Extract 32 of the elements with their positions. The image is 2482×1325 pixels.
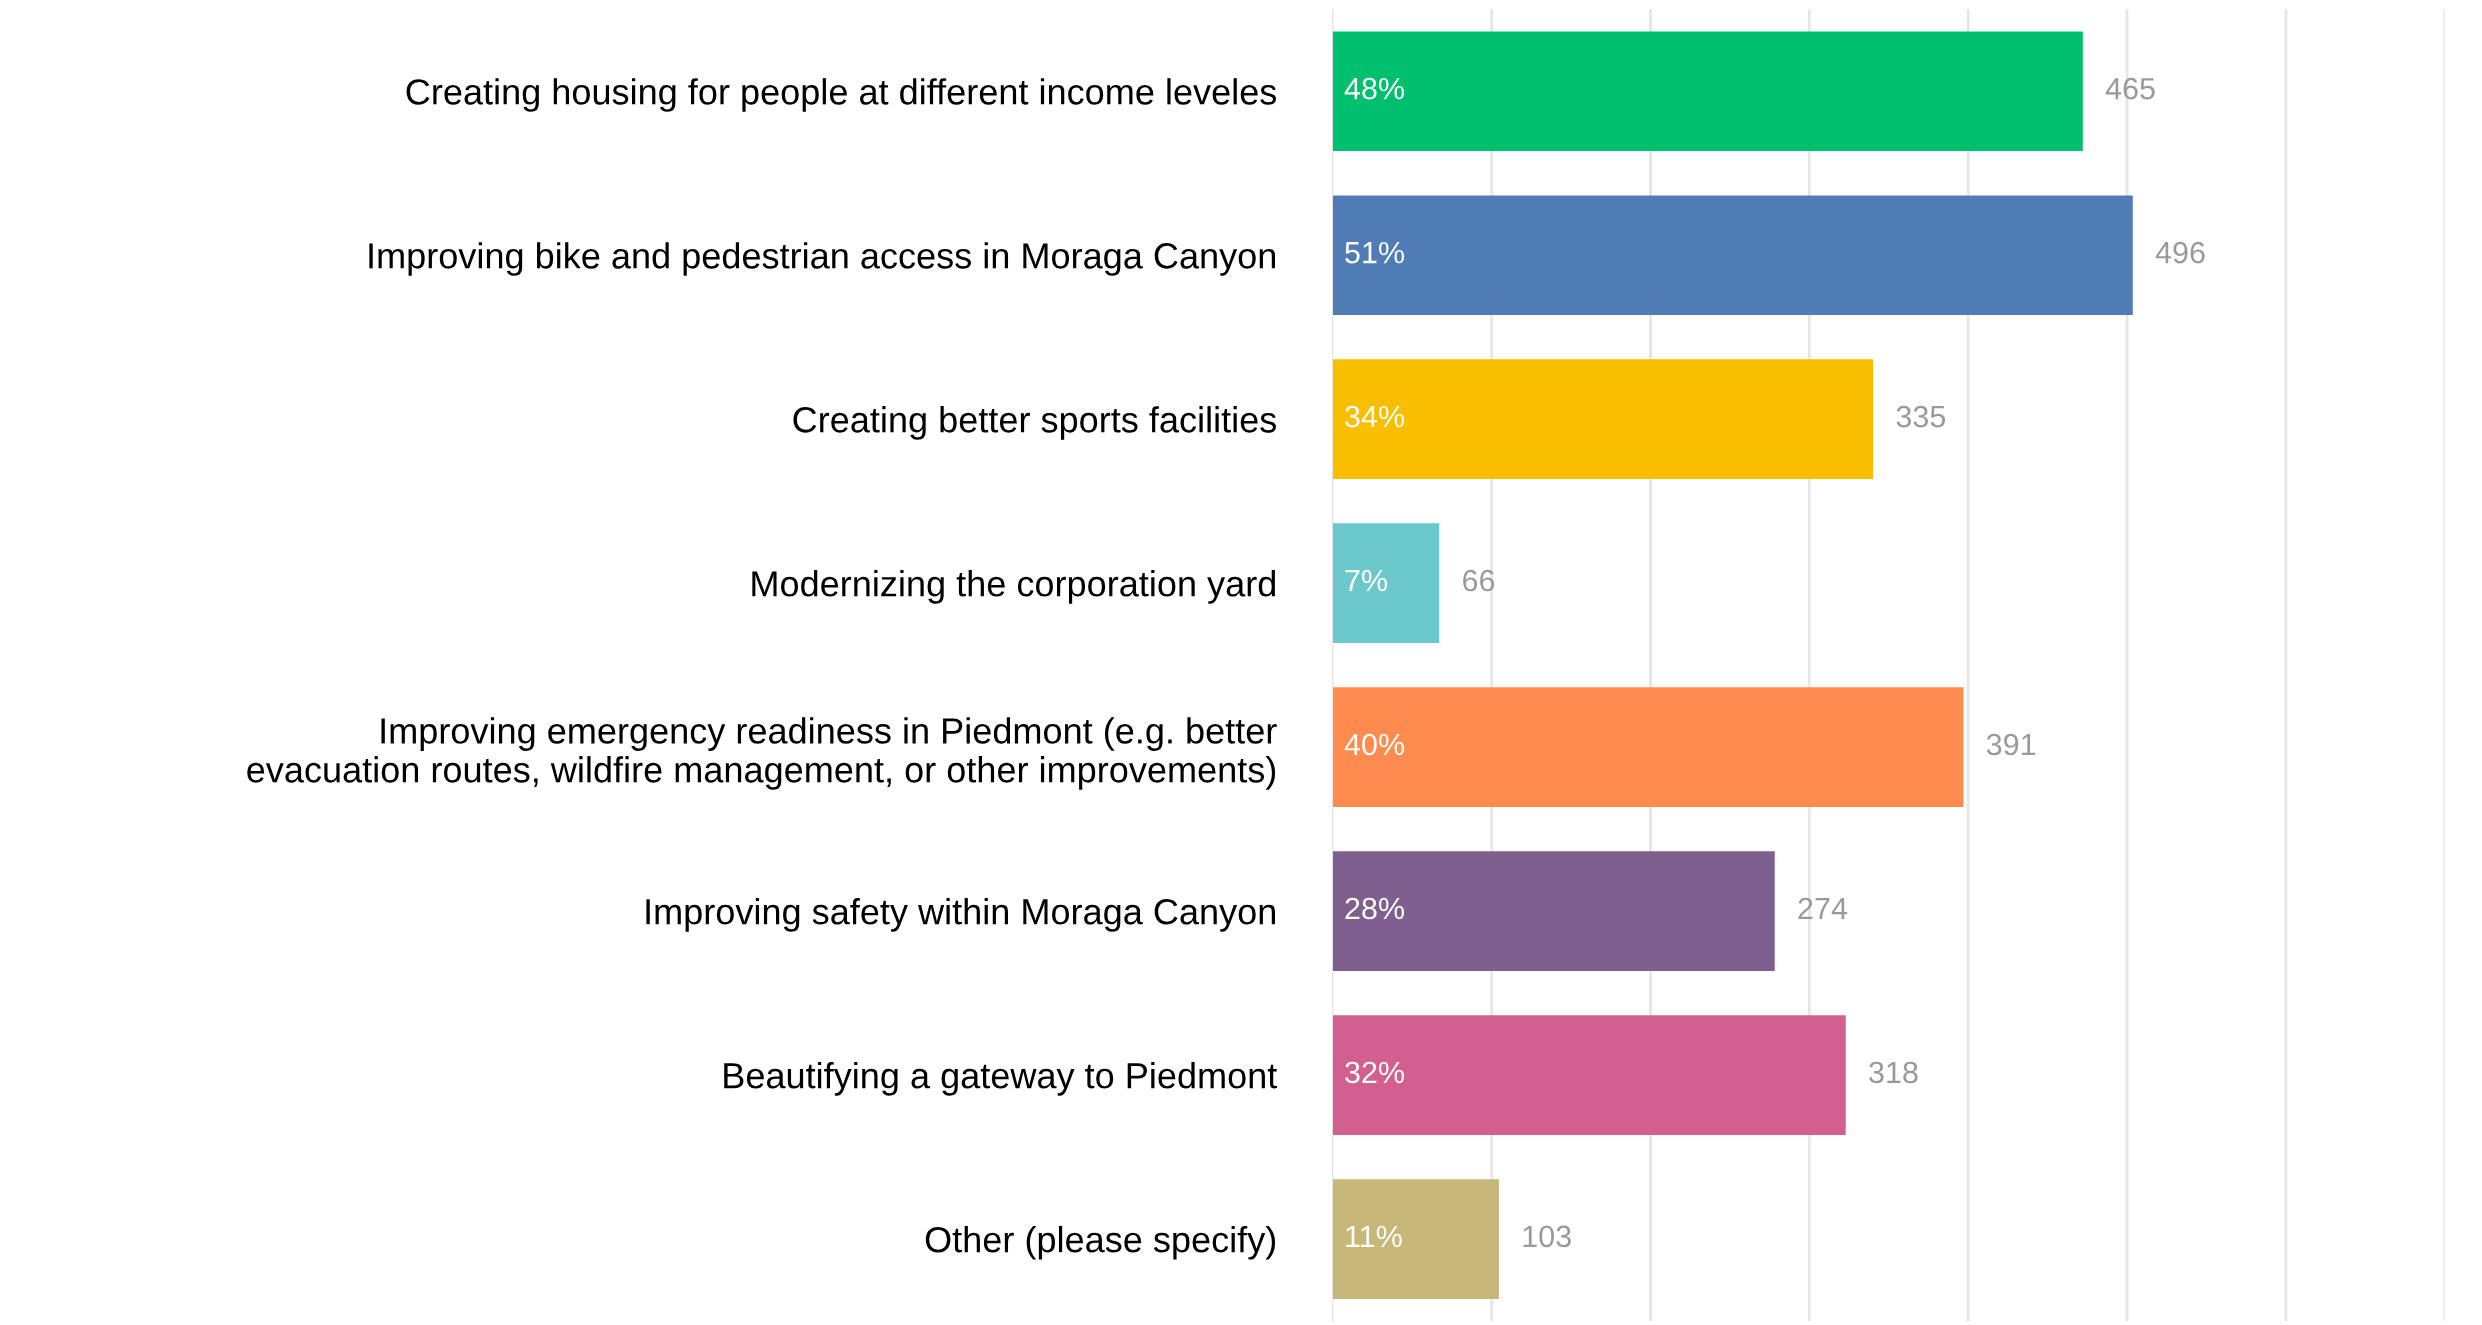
annotation: 48% [1344, 77, 1405, 100]
annotation: 34% [1345, 405, 1405, 428]
y-tick-label: Creating better sports facilities [793, 406, 1276, 440]
y-tick-label: Improving emergency readiness in Piedmont (e.g. better evacuation routes, wildfire management, or other improvements) [247, 717, 1277, 790]
y-tick-label: Improving safety within Moraga Canyon [646, 898, 1275, 932]
data-label: 66 [1463, 569, 1495, 592]
annotation: 32% [1345, 1061, 1405, 1084]
bar [1332, 31, 2083, 152]
bar [1332, 195, 2133, 316]
data-label: 496 [2155, 241, 2205, 264]
annotation: 28% [1345, 897, 1405, 920]
y-tick-label: Other (please specify) [925, 1225, 1276, 1260]
data-label: 274 [1798, 897, 1848, 919]
bar [1332, 1015, 1846, 1135]
annotation: 51% [1345, 241, 1405, 264]
bar [1332, 523, 1440, 644]
data-label: 465 [2105, 77, 2155, 100]
data-label: 318 [1869, 1061, 1918, 1084]
y-tick-label: Improving bike and pedestrian access in Moraga Canyon [369, 242, 1275, 276]
data-label: 335 [1896, 405, 1946, 428]
annotation: 40% [1344, 733, 1405, 756]
bar [1332, 687, 1964, 807]
bar [1332, 851, 1775, 971]
y-tick-label: Modernizing the corporation yard [752, 570, 1275, 604]
data-label: 103 [1523, 1225, 1571, 1248]
annotation: 11% [1346, 1225, 1402, 1248]
y-tick-label: Beautifying a gateway to Piedmont [724, 1061, 1278, 1096]
bar [1332, 1179, 1499, 1299]
annotation: 7% [1345, 569, 1388, 592]
bar [1332, 359, 1874, 480]
data-label: 391 [1986, 733, 2036, 756]
y-tick-label: Creating housing for people at different income leveles [406, 78, 1277, 112]
